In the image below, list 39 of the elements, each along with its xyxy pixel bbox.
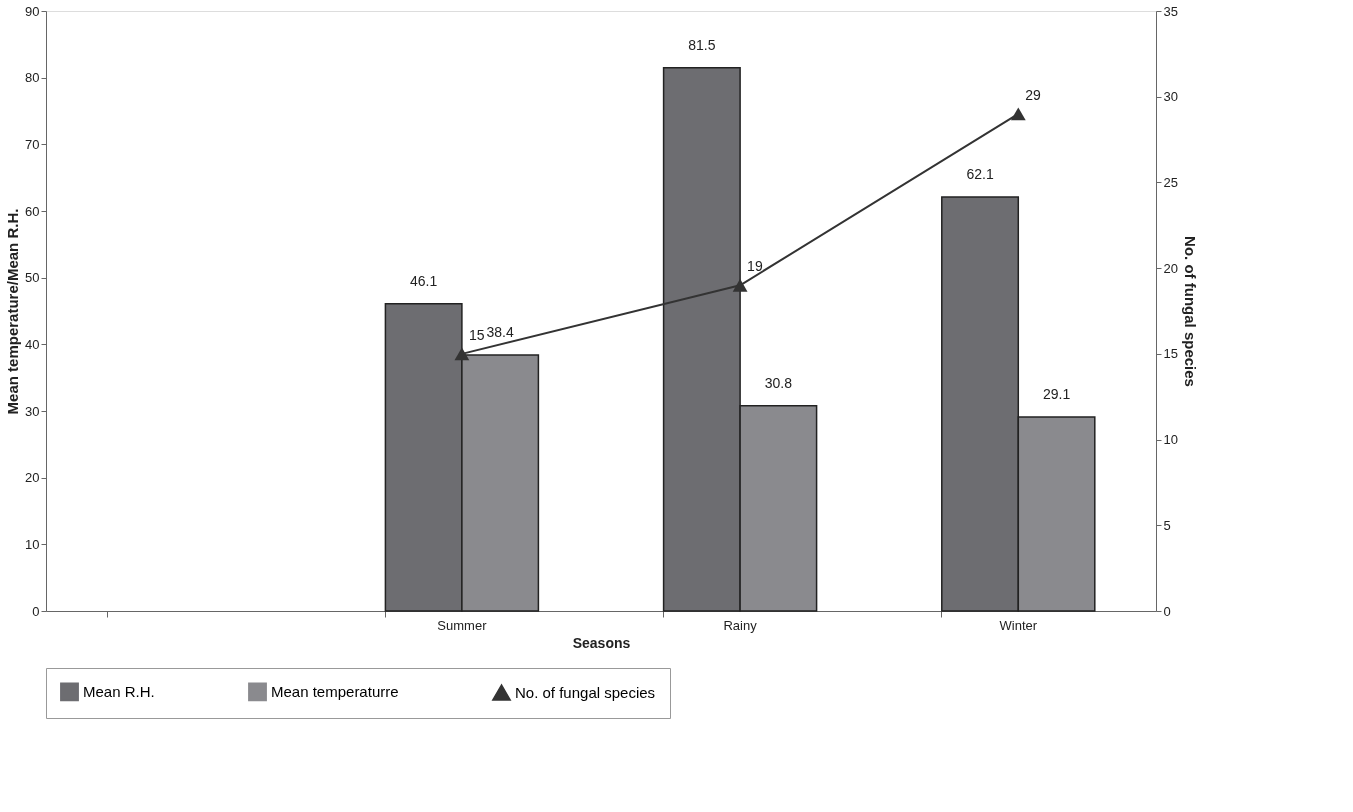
y2-tick-label: 5 <box>1163 517 1171 533</box>
data-label: 15 <box>468 326 485 343</box>
y2-tick-label: 35 <box>1163 3 1178 19</box>
data-label: 81.5 <box>688 36 716 53</box>
x-tick-label: Rainy <box>723 617 758 633</box>
y-tick-label: 50 <box>25 270 40 286</box>
y-tick-label: 0 <box>32 603 40 619</box>
data-label: 62.1 <box>966 166 994 182</box>
y-tick-label: 30 <box>25 403 40 419</box>
x-tick-label: Summer <box>437 617 488 633</box>
y-tick-label: 80 <box>25 70 40 86</box>
y-tick-label: 10 <box>25 536 40 552</box>
y-tick-label: 20 <box>25 470 40 486</box>
y2-axis-title: No. of fungal species <box>1181 236 1199 387</box>
y2-tick-label: 25 <box>1163 174 1178 190</box>
legend-label: No. of fungal species <box>515 683 656 701</box>
y-axis-title: Mean temperature/Mean R.H. <box>4 208 22 415</box>
data-label: 30.8 <box>764 374 793 391</box>
y2-tick-label: 0 <box>1163 603 1171 619</box>
legend-label: Mean temperaturre <box>271 682 399 700</box>
y-tick-label: 90 <box>25 3 40 19</box>
data-label: 29 <box>1025 86 1042 103</box>
legend-label: Mean R.H. <box>83 682 155 700</box>
data-label: 29.1 <box>1042 386 1071 402</box>
data-label: 38.4 <box>486 324 514 340</box>
x-axis-title: Seasons <box>572 634 631 651</box>
x-tick-label: Winter <box>999 617 1038 633</box>
y-tick-label: 40 <box>25 336 40 352</box>
point <box>732 278 748 292</box>
y-tick-label: 60 <box>25 203 40 219</box>
y2-tick-label: 20 <box>1163 260 1178 276</box>
point <box>1010 107 1026 121</box>
y-tick-label: 70 <box>25 136 40 152</box>
y2-tick-label: 30 <box>1163 89 1178 105</box>
y2-tick-label: 10 <box>1163 432 1178 448</box>
data-label: 46.1 <box>410 272 438 289</box>
y2-tick-label: 15 <box>1163 346 1178 362</box>
point <box>454 347 470 361</box>
data-label: 19 <box>747 258 763 275</box>
